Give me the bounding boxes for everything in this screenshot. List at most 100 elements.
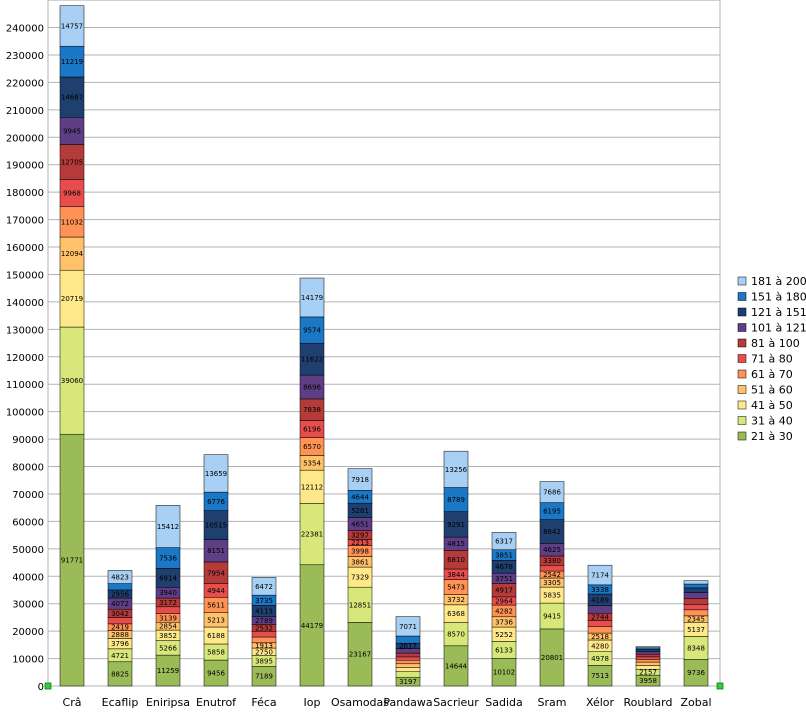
bar-segment: [635, 661, 661, 666]
x-tick-label: Osamodas: [331, 696, 389, 709]
legend-label: 51 à 60: [751, 384, 793, 397]
bar-value-label: 6914: [159, 574, 177, 582]
y-axis: 0 10000 20000 30000 40000 50000 60000 70000 8000…: [6, 24, 44, 693]
bars: 91771 39060 20719 12094 11032 9968 12705 9945 14…: [59, 5, 709, 687]
bar-value-label: 2888: [111, 631, 129, 639]
y-tick-label: 240000: [6, 24, 44, 35]
bar-value-label: 13659: [205, 470, 227, 478]
bar-segment: [347, 586, 373, 623]
legend-label: 121 à 151: [751, 306, 806, 319]
bar-segment: [395, 671, 421, 678]
bar-segment: [395, 659, 421, 665]
bar-segment: [155, 606, 181, 614]
bar-value-label: 2157: [639, 669, 657, 677]
bar-value-label: 3958: [639, 677, 657, 685]
bar-value-label: 5137: [687, 626, 705, 634]
legend-swatch: [737, 431, 747, 441]
bar-value-label: 6317: [495, 538, 513, 546]
legend-label: 71 à 80: [751, 353, 793, 366]
y-tick-label: 10000: [12, 655, 44, 666]
bar-value-label: 3172: [159, 599, 177, 607]
bar-segment: [635, 649, 661, 652]
bar-segment: [395, 663, 421, 668]
bar-value-label: 2542: [543, 571, 561, 579]
legend-swatch: [737, 385, 747, 394]
y-tick-label: 80000: [12, 463, 44, 474]
gridlines: [47, 0, 721, 687]
bar-value-label: 6570: [303, 443, 321, 451]
bar-segment: [59, 206, 85, 238]
bar-segment: [59, 45, 85, 78]
bar-value-label: 5473: [447, 584, 465, 592]
bar-segment: [251, 577, 277, 596]
bar-segment: [59, 76, 85, 118]
bar-value-label: 2213: [351, 539, 369, 547]
bar-value-label: 9456: [207, 670, 225, 678]
y-tick-label: 140000: [6, 298, 44, 309]
bar-value-label: 7174: [591, 572, 609, 580]
bar-value-label: 9291: [447, 521, 465, 529]
legend-swatch: [737, 276, 747, 286]
bar-value-label: 7838: [303, 406, 321, 414]
legend-label: 41 à 50: [751, 399, 793, 412]
bar-value-label: 2744: [591, 613, 609, 621]
legend-label: 81 à 100: [751, 337, 800, 350]
bar-value-label: 6133: [495, 646, 513, 654]
y-tick-label: 70000: [12, 490, 44, 501]
bar-value-label: 3139: [159, 614, 177, 622]
legend-swatch: [737, 354, 747, 363]
legend-swatch: [737, 307, 747, 317]
bar-value-label: 11259: [157, 667, 179, 675]
bar-segment: [635, 646, 661, 649]
bar-value-label: 4072: [111, 600, 129, 608]
bar-segment: [59, 433, 85, 687]
bar-value-label: 20801: [541, 654, 563, 662]
bar-segment: [683, 583, 709, 589]
bar-value-label: 3736: [495, 618, 513, 626]
bar-value-label: 5611: [207, 602, 225, 610]
bar-segment: [587, 626, 613, 634]
bar-value-label: 2345: [687, 616, 705, 624]
x-tick-label: Xélor: [586, 696, 615, 709]
bar-value-label: 13256: [445, 466, 468, 474]
bar-value-label: 2419: [111, 624, 129, 632]
legend-label: 21 à 30: [751, 430, 793, 443]
legend: 181 à 200 151 à 180 121 à 151 101 à 121 81 à…: [737, 275, 806, 443]
x-tick-label: Zobal: [680, 696, 711, 709]
bar-value-label: 44179: [301, 622, 323, 630]
bar-value-label: 7329: [351, 574, 369, 582]
bar-value-label: 5281: [351, 507, 369, 515]
bar-segment: [155, 654, 181, 687]
bar-value-label: 4815: [447, 540, 465, 548]
y-tick-label: 0: [38, 682, 44, 693]
bar-value-label: 7536: [159, 554, 177, 562]
bar-value-label: 4651: [351, 521, 369, 529]
bar-value-label: 2532: [255, 624, 273, 632]
bar-value-label: 6810: [447, 556, 465, 564]
bar-value-label: 3042: [111, 610, 129, 618]
bar-value-label: 20719: [61, 295, 83, 303]
bar-value-label: 3305: [543, 579, 561, 587]
x-tick-label: Crâ: [63, 696, 82, 709]
bar-segment: [587, 564, 613, 586]
bar-value-label: 4978: [591, 655, 609, 663]
bar-value-label: 12094: [61, 250, 84, 258]
bar-segment: [395, 667, 421, 672]
bar-value-label: 7071: [399, 623, 417, 631]
bar-segment: [299, 503, 325, 566]
bar-segment: [443, 645, 469, 687]
bar-value-label: 3338: [591, 586, 609, 594]
bar-segment: [443, 511, 469, 538]
bar-value-label: 1913: [255, 642, 273, 650]
y-tick-label: 210000: [6, 106, 44, 117]
bar-segment: [587, 620, 613, 628]
y-tick-label: 130000: [6, 325, 44, 336]
x-tick-label: Sacrieur: [433, 696, 479, 709]
bar-value-label: 4917: [495, 587, 513, 595]
bar-value-label: 14687: [61, 94, 83, 102]
bar-value-label: 9968: [63, 190, 81, 198]
legend-swatch: [737, 369, 747, 379]
x-tick-label: Enutrof: [196, 696, 237, 709]
bar-segment: [107, 570, 133, 584]
